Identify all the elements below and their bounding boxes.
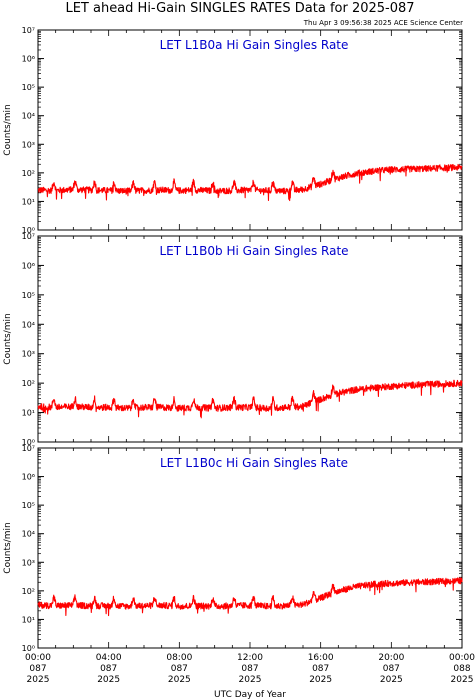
- y-tick-label: 10⁴: [22, 530, 35, 539]
- y-tick-label: 10⁴: [22, 320, 35, 329]
- x-tick-label: 087: [100, 664, 117, 674]
- x-tick-label: 2025: [97, 675, 120, 685]
- y-tick-label: 10²: [22, 587, 35, 596]
- series-line: [37, 379, 463, 419]
- x-tick-label: 08:00: [166, 653, 192, 663]
- x-tick-label: 2025: [451, 675, 474, 685]
- y-tick-label: 10⁷: [22, 444, 35, 453]
- x-tick-label: 00:00: [25, 653, 51, 663]
- y-tick-label: 10⁶: [22, 473, 35, 482]
- y-tick-label: 10⁷: [22, 26, 35, 35]
- y-tick-label: 10⁰: [22, 438, 35, 447]
- y-tick-label: 10⁶: [22, 55, 35, 64]
- panel-title: LET L1B0a Hi Gain Singles Rate: [160, 38, 349, 52]
- x-tick-label: 087: [171, 664, 188, 674]
- panel-title: LET L1B0c Hi Gain Singles Rate: [160, 456, 348, 470]
- x-tick-label: 087: [241, 664, 258, 674]
- y-tick-label: 10⁶: [22, 261, 35, 270]
- chart-panels: 10⁰ 10¹ 10² 10³ 10⁴ 10⁵ 10⁶ 10⁷ Counts/min LET L1…: [3, 26, 463, 653]
- y-axis-label: Counts/min: [3, 313, 13, 364]
- x-tick-label: 2025: [27, 675, 50, 685]
- panel-2: 10⁰ 10¹ 10² 10³ 10⁴ 10⁵ 10⁶ 10⁷ Counts/min LET L1…: [3, 232, 463, 447]
- x-tick-label: 04:00: [96, 653, 122, 663]
- y-tick-label: 10⁴: [22, 112, 35, 121]
- y-tick-label: 10¹: [22, 615, 35, 624]
- y-tick-label: 10⁵: [22, 291, 35, 300]
- y-axis-label: Counts/min: [3, 522, 13, 573]
- x-tick-label: 087: [29, 664, 46, 674]
- x-tick-label: 2025: [168, 675, 191, 685]
- y-tick-label: 10¹: [22, 197, 35, 206]
- y-tick-label: 10¹: [22, 409, 35, 418]
- y-axis-label: Counts/min: [3, 104, 13, 155]
- x-tick-label: 12:00: [237, 653, 263, 663]
- panel-3: 10⁰ 10¹ 10² 10³ 10⁴ 10⁵ 10⁶ 10⁷ Counts/min LET L1…: [3, 444, 463, 653]
- panel-title: LET L1B0b Hi Gain Singles Rate: [159, 244, 348, 258]
- y-tick-label: 10⁰: [22, 226, 35, 235]
- y-tick-label: 10⁵: [22, 83, 35, 92]
- y-tick-label: 10⁰: [22, 644, 35, 653]
- series-line: [37, 577, 463, 617]
- y-tick-label: 10³: [22, 140, 35, 149]
- x-axis-label: UTC Day of Year: [214, 690, 286, 700]
- x-tick-label: 2025: [309, 675, 332, 685]
- y-tick-label: 10⁷: [22, 232, 35, 241]
- x-tick-label: 087: [312, 664, 329, 674]
- y-tick-label: 10⁵: [22, 501, 35, 510]
- plot-frame: [37, 235, 463, 443]
- x-tick-label: 087: [383, 664, 400, 674]
- y-tick-label: 10²: [22, 379, 35, 388]
- plot-frame: [37, 29, 463, 231]
- x-tick-label: 2025: [239, 675, 262, 685]
- x-tick-label: 16:00: [308, 653, 334, 663]
- x-tick-label: 088: [453, 664, 470, 674]
- x-tick-label: 20:00: [378, 653, 404, 663]
- plot-frame: [37, 447, 463, 649]
- x-tick-label: 2025: [380, 675, 403, 685]
- figure-title: LET ahead Hi-Gain SINGLES RATES Data for…: [65, 1, 414, 16]
- x-tick-label: 00:00: [449, 653, 475, 663]
- panel-1: 10⁰ 10¹ 10² 10³ 10⁴ 10⁵ 10⁶ 10⁷ Counts/min LET L1…: [3, 26, 463, 235]
- y-tick-label: 10³: [22, 558, 35, 567]
- y-tick-label: 10³: [22, 350, 35, 359]
- x-axis: 00:00087202504:00087202508:00087202512:0…: [25, 653, 475, 685]
- timestamp-label: Thu Apr 3 09:56:38 2025 ACE Science Cent…: [303, 19, 463, 27]
- series-line: [37, 163, 463, 202]
- y-tick-label: 10²: [22, 169, 35, 178]
